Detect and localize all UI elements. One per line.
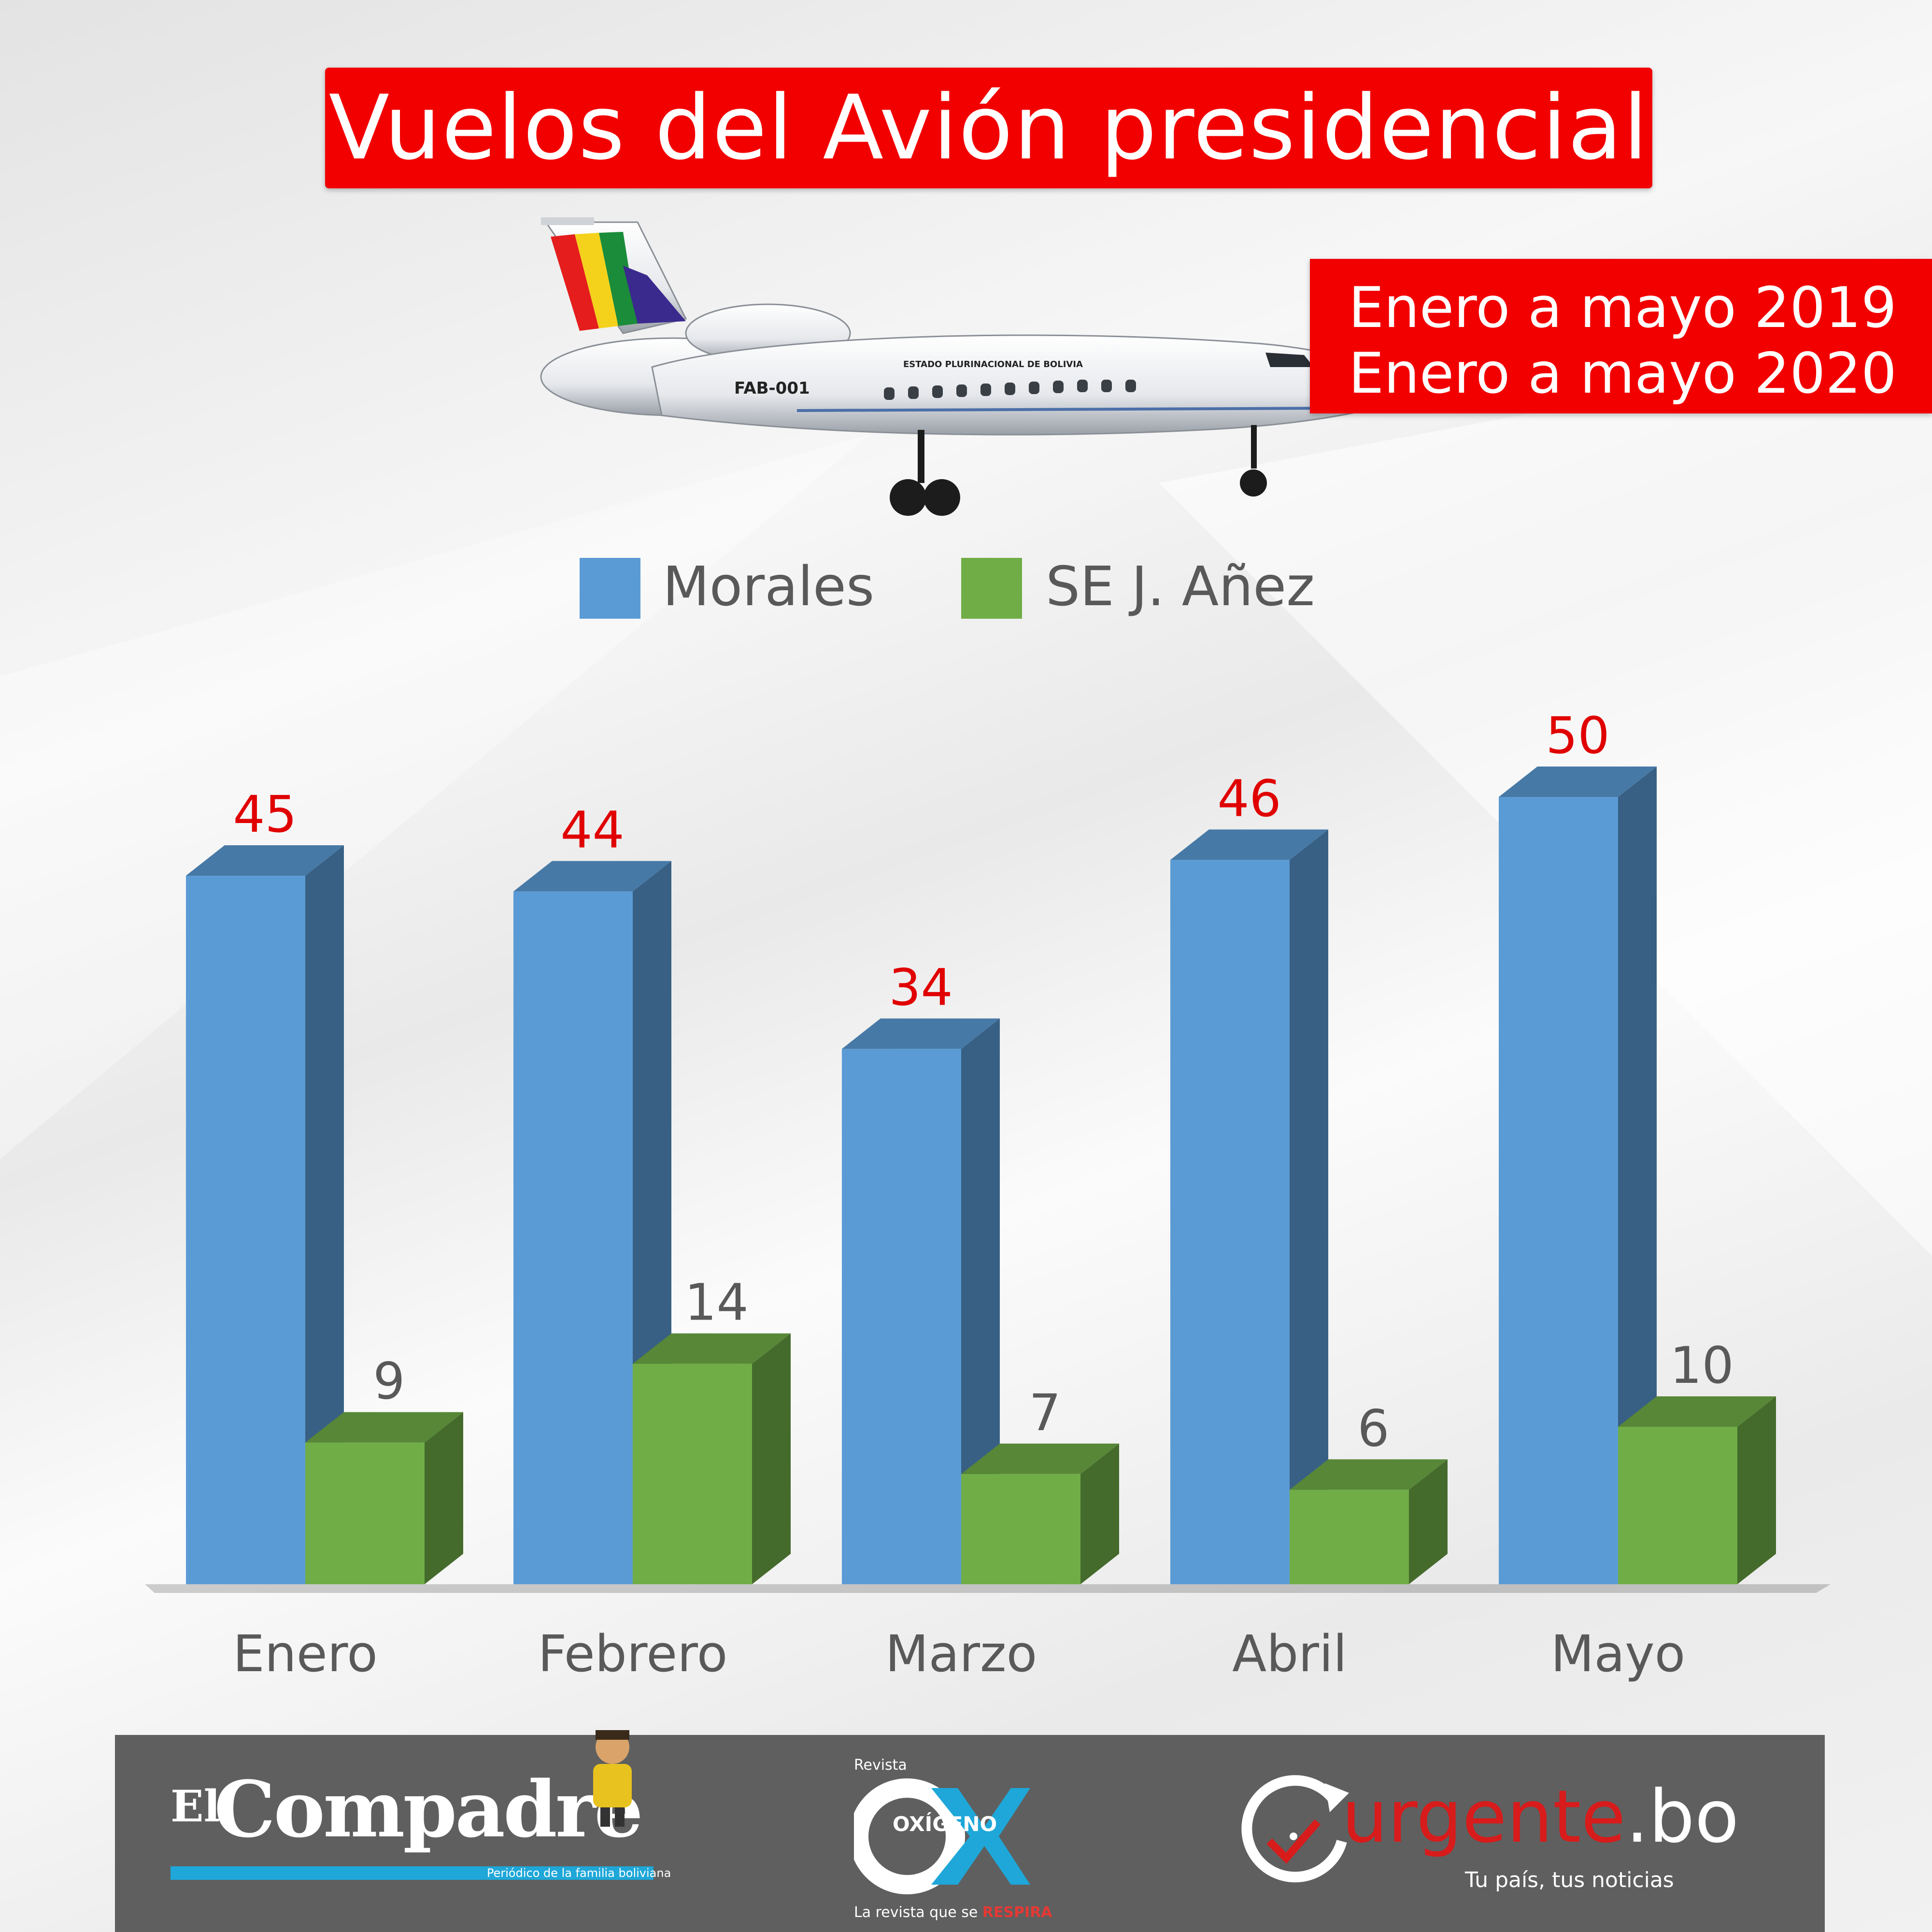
bar (186, 876, 305, 1584)
bar (1170, 860, 1290, 1584)
bar (842, 1049, 961, 1584)
category-label: Abril (1232, 1624, 1347, 1683)
legend-swatch-anez (961, 558, 1022, 619)
plane-fuselage-text: ESTADO PLURINACIONAL DE BOLIVIA (903, 359, 1083, 369)
data-label: 6 (1357, 1399, 1389, 1458)
elcompadre-underline (170, 1866, 653, 1880)
legend-swatch-morales (580, 558, 640, 619)
bar-side (305, 845, 344, 1584)
category-label: Marzo (885, 1624, 1037, 1683)
data-label: 9 (373, 1352, 405, 1411)
bar (1290, 1490, 1409, 1584)
category-label: Febrero (538, 1624, 728, 1683)
data-label: 7 (1029, 1383, 1061, 1442)
data-label: 50 (1546, 706, 1609, 765)
urgente-name-a: urgente (1342, 1775, 1626, 1859)
category-label: Mayo (1551, 1624, 1686, 1683)
bar-side (1737, 1396, 1776, 1584)
elcompadre-mascot-icon (593, 1730, 632, 1827)
urgente-clock-icon (1241, 1775, 1349, 1883)
oxigeno-tagline-accent: RESPIRA (982, 1904, 1052, 1921)
legend-label-anez: SE J. Añez (1046, 555, 1315, 618)
plane-registration: FAB-001 (734, 379, 810, 398)
urgente-name-b: .bo (1625, 1775, 1739, 1859)
bar (633, 1364, 752, 1584)
oxigeno-logo-icon (854, 1778, 1030, 1894)
bar (305, 1442, 425, 1584)
bar-side (752, 1333, 791, 1584)
urgente-wordmark: urgente.bo (1342, 1781, 1739, 1853)
oxigeno-tagline-line: La revista que se RESPIRA (854, 1904, 1052, 1921)
period-2020: Enero a mayo 2020 (1349, 341, 1897, 406)
bar (513, 891, 633, 1584)
bar-top (1618, 1396, 1776, 1427)
bar-top (1170, 829, 1328, 860)
bar-side (1080, 1443, 1119, 1584)
bar-top (961, 1443, 1119, 1474)
bar (961, 1474, 1080, 1584)
bar-side (1290, 829, 1328, 1584)
bar-top (186, 845, 344, 876)
data-label: 34 (889, 958, 952, 1017)
data-label: 10 (1670, 1336, 1733, 1395)
elcompadre-name: Compadre (214, 1764, 643, 1855)
oxigeno-top: Revista (854, 1757, 907, 1774)
period-banner: Enero a mayo 2019 Enero a mayo 2020 (1310, 259, 1932, 413)
bar-top (633, 1333, 791, 1364)
bar-top (1290, 1459, 1448, 1490)
chart-floor-shadow (145, 1584, 1831, 1593)
bar (1618, 1427, 1737, 1584)
elcompadre-tagline: Periódico de la familia boliviana (487, 1866, 671, 1880)
bar-top (305, 1412, 463, 1443)
bar (1499, 797, 1618, 1584)
footer-logos: El Compadre Periódico de la familia boli… (115, 1730, 1825, 1932)
bar-top (513, 861, 671, 892)
period-2019: Enero a mayo 2019 (1349, 275, 1897, 341)
presidential-plane-image: FAB-001 ESTADO PLURINACIONAL DE BOLIVIA (540, 217, 1421, 516)
data-label: 14 (684, 1273, 748, 1332)
chart-title: Vuelos del Avión presidencial (328, 76, 1649, 180)
bar-side (961, 1018, 1000, 1584)
bar-side (1409, 1459, 1448, 1584)
category-label: Enero (233, 1624, 378, 1683)
oxigeno-tagline: La revista que se (854, 1904, 982, 1921)
title-banner: Vuelos del Avión presidencial (325, 68, 1652, 188)
bar-top (842, 1018, 1000, 1049)
oxigeno-brand: OXÍGENO (893, 1812, 997, 1836)
bar-top (1499, 767, 1657, 797)
bar-side (1618, 767, 1657, 1584)
bar-side (425, 1412, 463, 1584)
data-label: 45 (233, 785, 297, 844)
legend-label-morales: Morales (663, 555, 875, 618)
elcompadre-prefix: El (170, 1781, 220, 1832)
urgente-tagline: Tu país, tus noticias (1465, 1868, 1674, 1892)
data-label: 44 (560, 801, 624, 860)
data-label: 46 (1217, 769, 1281, 828)
